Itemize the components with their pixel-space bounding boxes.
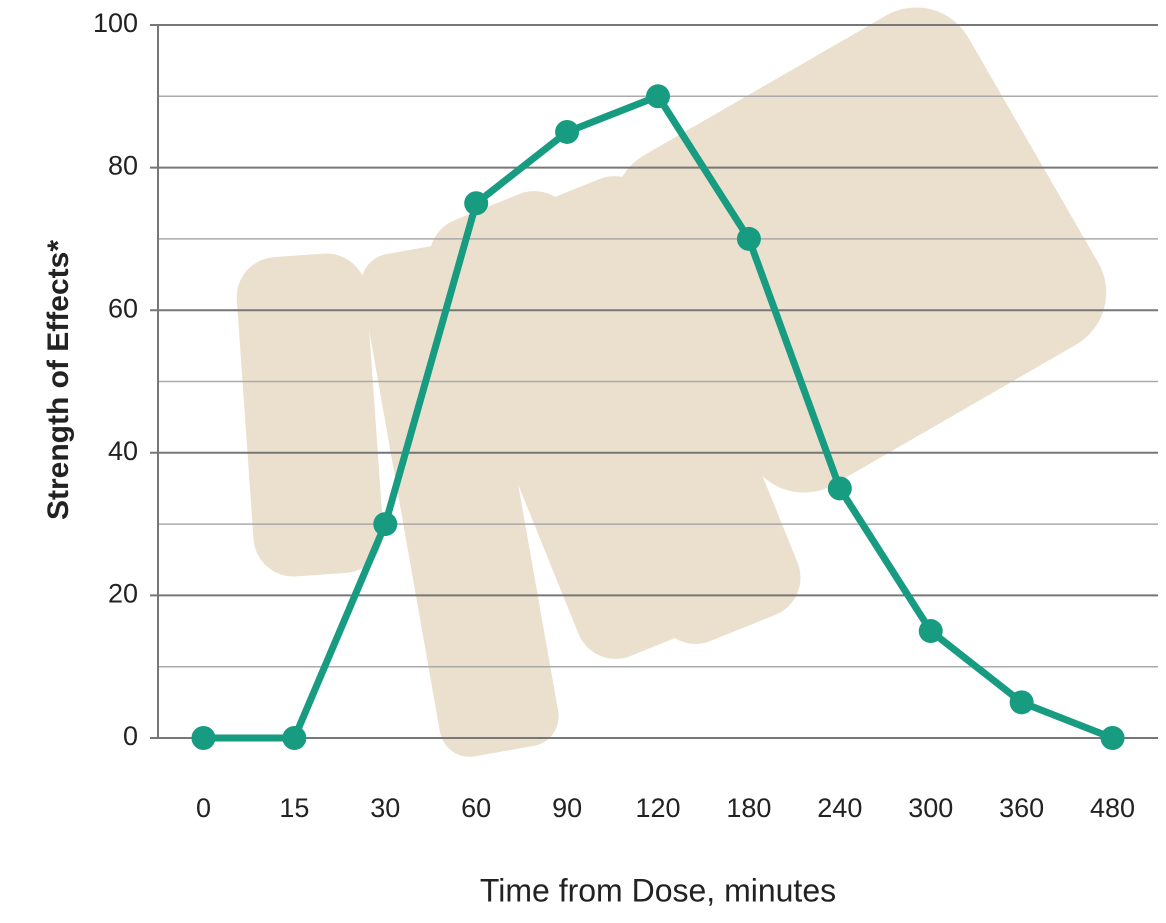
data-point [919, 619, 943, 643]
y-tick-label: 20 [108, 579, 138, 609]
x-tick-label: 180 [726, 793, 771, 823]
x-tick-label: 360 [999, 793, 1044, 823]
data-point [737, 227, 761, 251]
y-tick-label: 80 [108, 151, 138, 181]
data-point [191, 726, 215, 750]
data-point [555, 120, 579, 144]
x-axis-title: Time from Dose, minutes [480, 872, 836, 908]
x-tick-label: 30 [370, 793, 400, 823]
data-point [828, 476, 852, 500]
data-point [373, 512, 397, 536]
data-point [646, 84, 670, 108]
x-tick-label: 300 [908, 793, 953, 823]
data-point [282, 726, 306, 750]
y-tick-label: 40 [108, 436, 138, 466]
y-tick-label: 60 [108, 293, 138, 323]
x-tick-label: 60 [461, 793, 491, 823]
x-tick-label: 90 [552, 793, 582, 823]
data-point [464, 191, 488, 215]
x-tick-label: 240 [817, 793, 862, 823]
data-point [1010, 690, 1034, 714]
y-tick-label: 100 [93, 8, 138, 38]
y-tick-label: 0 [123, 721, 138, 751]
x-tick-label: 0 [196, 793, 211, 823]
y-axis-title: Strength of Effects* [42, 240, 75, 520]
x-tick-label: 120 [635, 793, 680, 823]
data-point [1101, 726, 1125, 750]
chart: Strength of Effects* Time from Dose, min… [0, 0, 1166, 923]
x-tick-label: 480 [1090, 793, 1135, 823]
x-tick-label: 15 [279, 793, 309, 823]
